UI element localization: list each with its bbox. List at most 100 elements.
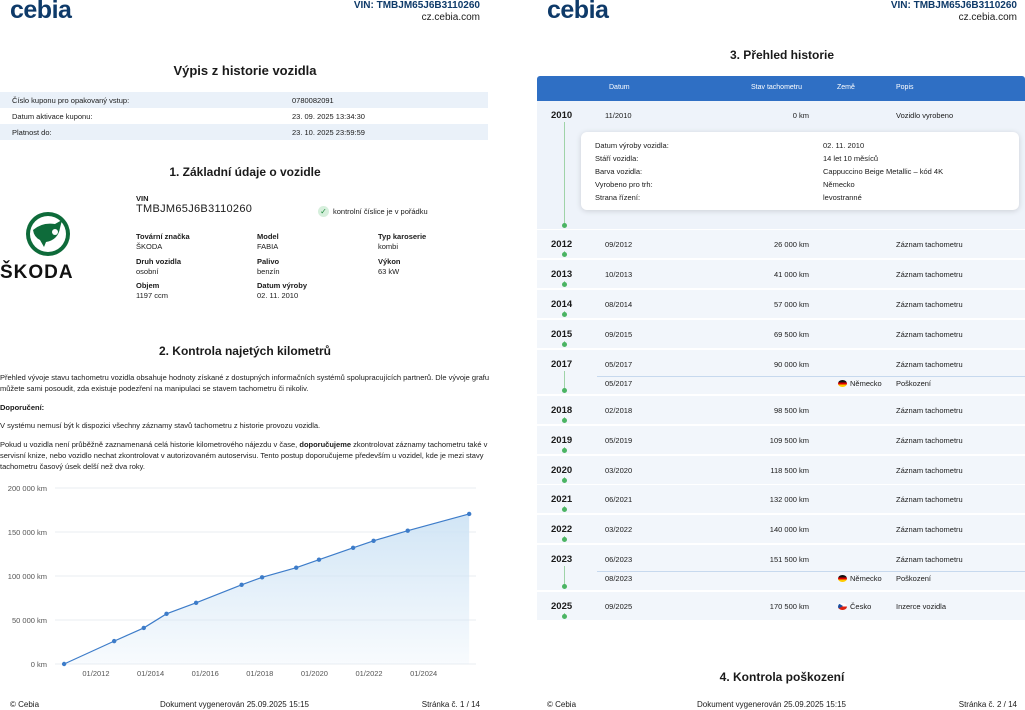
popup-label: Vyrobeno pro trh: — [595, 180, 653, 189]
field-label: Model — [257, 232, 279, 241]
chart-x-tick-label: 01/2012 — [82, 669, 109, 678]
entry-date: 09/2025 — [605, 602, 633, 611]
entry-date: 10/2013 — [605, 270, 633, 279]
footer-generated: Dokument vygenerován 25.09.2025 15:15 — [160, 700, 309, 709]
popup-row: Strana řízení: levostranné — [595, 193, 1009, 205]
footer-generated: Dokument vygenerován 25.09.2025 15:15 — [697, 700, 846, 709]
popup-value: Německo — [823, 180, 855, 189]
history-year-label: 2021 — [551, 494, 573, 505]
flag-icon — [838, 575, 847, 582]
skoda-emblem-icon — [26, 212, 70, 256]
history-year-block: 2022 03/2022 140 000 km Záznam tachometru — [537, 515, 1025, 543]
entry-country-name: Německo — [850, 379, 882, 388]
entry-description: Záznam tachometru — [896, 300, 963, 309]
footer-copyright: © Cebia — [547, 700, 577, 709]
entry-description: Záznam tachometru — [896, 495, 963, 504]
header-site[interactable]: cz.cebia.com — [421, 12, 480, 23]
entry-odometer: 170 500 km — [769, 602, 809, 611]
page-gutter — [490, 0, 537, 710]
history-entry: 10/2013 41 000 km Záznam tachometru — [597, 270, 1025, 284]
chart-point — [239, 582, 244, 587]
entry-date: 05/2017 — [605, 379, 633, 388]
field-label: Výkon — [378, 257, 401, 266]
entry-country: Česko — [838, 602, 871, 611]
entry-odometer: 132 000 km — [769, 495, 809, 504]
history-year-block: 2014 08/2014 57 000 km Záznam tachometru — [537, 290, 1025, 318]
chart-y-tick-label: 150 000 km — [8, 528, 47, 537]
history-entry: 08/2023 Německo Poškození — [597, 571, 1025, 585]
history-year-block: 2025 09/2025 170 500 km Česko Inzerce vozidl… — [537, 592, 1025, 620]
field-brand: Tovární značka ŠKODA — [136, 232, 190, 252]
vin-label: VIN — [136, 194, 149, 203]
header-vin: VIN: TMBJM65J6B3110260 cz.cebia.com — [891, 0, 1017, 24]
field-fuel: Palivo benzín — [257, 257, 280, 277]
entry-date: 06/2021 — [605, 495, 633, 504]
entry-date: 09/2015 — [605, 330, 633, 339]
field-vehicle-kind: Druh vozidla osobní — [136, 257, 181, 277]
vin-field: VIN TMBJM65J6B3110260 — [136, 194, 252, 215]
entry-description: Inzerce vozidla — [896, 602, 947, 611]
footer-copyright: © Cebia — [10, 700, 40, 709]
chart-area — [64, 513, 470, 664]
header-description: Popis — [896, 84, 914, 91]
history-entry: 09/2015 69 500 km Záznam tachometru — [597, 330, 1025, 344]
header-site[interactable]: cz.cebia.com — [958, 12, 1017, 23]
chart-y-tick-label: 100 000 km — [8, 572, 47, 581]
entry-date: 08/2023 — [605, 574, 633, 583]
history-entry: 09/2025 170 500 km Česko Inzerce vozidla — [597, 602, 1025, 616]
report-page-2: cebia VIN: TMBJM65J6B3110260 cz.cebia.co… — [537, 0, 1025, 710]
field-value: 1197 ccm — [136, 291, 168, 300]
history-year-block: 2020 03/2020 118 500 km Záznam tachometru — [537, 456, 1025, 484]
cebia-logo: cebia — [10, 0, 72, 24]
history-entry: 05/2017 Německo Poškození — [597, 376, 1025, 390]
rec-text-part: zkontrolovat záznamy tachometru také v s… — [0, 440, 488, 471]
popup-value: Cappuccino Beige Metallic – kód 4K — [823, 167, 944, 176]
coupon-row: Datum aktivace kuponu: 23. 09. 2025 13:3… — [0, 108, 488, 124]
timeline-dot-icon — [562, 252, 567, 257]
header-vin: VIN: TMBJM65J6B3110260 cz.cebia.com — [354, 0, 480, 24]
history-year-label: 2018 — [551, 405, 573, 416]
history-entry: 05/2017 90 000 km Záznam tachometru — [597, 360, 1025, 374]
chart-point — [141, 625, 146, 631]
entry-date: 05/2017 — [605, 360, 633, 369]
mileage-intro-text: Přehled vývoje stavu tachometru vozidla … — [0, 373, 490, 393]
popup-row: Stáří vozidla: 14 let 10 měsíců — [595, 154, 1009, 166]
coupon-table: Číslo kuponu pro opakovaný vstup: 078008… — [0, 92, 488, 140]
entry-description: Poškození — [896, 574, 932, 583]
field-label: Typ karoserie — [378, 232, 427, 241]
header-odometer: Stav tachometru — [751, 84, 802, 91]
page-footer: © Cebia Dokument vygenerován 25.09.2025 … — [10, 700, 480, 709]
field-value: osobní — [136, 267, 159, 276]
timeline-dot-icon — [562, 282, 567, 287]
entry-date: 02/2018 — [605, 406, 633, 415]
entry-odometer: 98 500 km — [773, 406, 809, 415]
history-entry: 03/2020 118 500 km Záznam tachometru — [597, 466, 1025, 480]
entry-odometer: 26 000 km — [773, 240, 809, 249]
history-year-label: 2012 — [551, 239, 573, 250]
chart-point — [111, 638, 117, 644]
entry-description: Záznam tachometru — [896, 270, 963, 279]
vin-check-status: ✓ kontrolní číslice je v pořádku — [318, 206, 428, 217]
chart-y-tick-label: 0 km — [31, 660, 47, 669]
recommendation-label: Doporučení: — [0, 403, 45, 412]
chart-point — [164, 611, 169, 617]
history-year-block: 2013 10/2013 41 000 km Záznam tachometru — [537, 260, 1025, 288]
history-year-label: 2023 — [551, 554, 573, 565]
history-entry: 05/2019 109 500 km Záznam tachometru — [597, 436, 1025, 450]
history-year-block: 2023 06/2023 151 500 km Záznam tachometru 08… — [537, 545, 1025, 590]
entry-description: Záznam tachometru — [896, 330, 963, 339]
timeline-dot-icon — [562, 342, 567, 347]
header-country: Země — [837, 84, 855, 91]
field-label: Druh vozidla — [136, 257, 182, 266]
timeline-dot-icon — [562, 388, 567, 393]
entry-description: Záznam tachometru — [896, 555, 963, 564]
field-value: ŠKODA — [136, 242, 163, 251]
field-value: 02. 11. 2010 — [257, 291, 299, 300]
section2-title: 2. Kontrola najetých kilometrů — [158, 344, 332, 358]
flag-icon — [838, 603, 847, 610]
timeline-dot-icon — [562, 537, 567, 542]
entry-date: 08/2014 — [605, 300, 633, 309]
section4-title: 4. Kontrola poškození — [719, 670, 845, 684]
chart-point — [61, 661, 67, 667]
entry-odometer: 151 500 km — [769, 555, 809, 564]
